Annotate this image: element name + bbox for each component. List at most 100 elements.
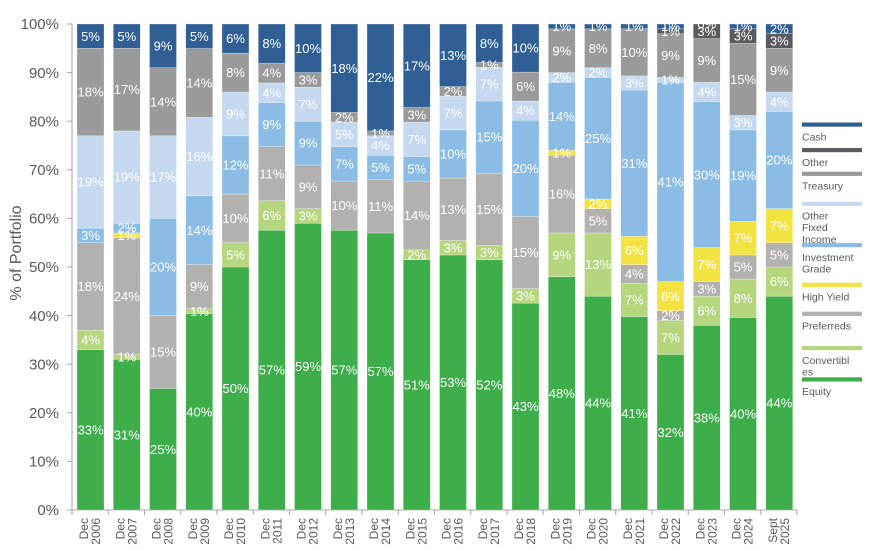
- x-tick-label-dec-2012-line2: 2012: [307, 518, 321, 545]
- data-label-other-fixed-income-dec-2023: 4%: [697, 85, 716, 100]
- data-label-cash-dec-2020: 1%: [589, 19, 608, 34]
- data-label-preferreds-dec-2024: 5%: [734, 260, 753, 275]
- data-label-investment-grade-dec-2010: 12%: [222, 158, 248, 173]
- data-label-preferreds-dec-2011: 11%: [259, 166, 284, 181]
- data-label-investment-grade-dec-2016: 10%: [440, 147, 466, 162]
- data-label-equity-dec-2008: 25%: [150, 442, 176, 457]
- legend-item-other: Other: [802, 148, 862, 169]
- data-label-convertibles-dec-2016: 3%: [444, 240, 463, 255]
- bar-cash-dec-2012: [294, 23, 322, 73]
- legend-label-cash: Cash: [802, 131, 827, 143]
- bar-equity-dec-2016: [439, 254, 467, 511]
- data-label-preferreds-sept-2025: 5%: [770, 247, 789, 262]
- data-label-convertibles-dec-2024: 8%: [734, 291, 753, 306]
- bar-investment-grade-dec-2022: [656, 82, 685, 282]
- data-label-treasury-sept-2025: 9%: [770, 63, 789, 78]
- x-tick-label-dec-2019-line1: Dec: [548, 518, 562, 539]
- legend-swatch-cash: [802, 122, 862, 127]
- bar-convertibles-dec-2021: [620, 283, 648, 317]
- data-label-cash-dec-2009: 5%: [190, 29, 209, 44]
- bar-cash-dec-2019: [548, 23, 576, 30]
- data-label-treasury-dec-2008: 14%: [150, 94, 176, 109]
- data-label-cash-dec-2017: 8%: [480, 36, 499, 51]
- x-tick-label-dec-2015-line1: Dec: [403, 518, 417, 539]
- bar-investment-grade-dec-2015: [403, 156, 431, 182]
- data-label-cash-dec-2016: 13%: [440, 48, 466, 63]
- bar-cash-dec-2021: [620, 23, 648, 29]
- bar-equity-dec-2024: [729, 317, 757, 511]
- y-tick-label-10: 10%: [29, 454, 59, 471]
- bar-equity-dec-2014: [366, 232, 395, 511]
- bar-cash-dec-2017: [475, 23, 503, 63]
- data-label-convertibles-dec-2018: 3%: [516, 288, 535, 303]
- bar-preferreds-dec-2019: [548, 154, 576, 234]
- legend-item-high-yield: High Yield: [802, 282, 862, 304]
- bar-treasury-sept-2025: [765, 48, 793, 93]
- data-label-other-fixed-income-dec-2016: 7%: [444, 106, 463, 121]
- bar-preferreds-dec-2006: [76, 242, 105, 331]
- data-label-cash-dec-2011: 8%: [262, 36, 281, 51]
- legend-swatch-preferreds: [802, 311, 862, 316]
- bar-other-fixed-income-dec-2015: [403, 121, 431, 157]
- data-label-cash-dec-2013: 18%: [331, 61, 357, 76]
- data-label-other-sept-2025: 3%: [770, 34, 789, 49]
- data-label-treasury-dec-2021: 10%: [621, 45, 647, 60]
- x-tick-label-dec-2006-line1: Dec: [77, 518, 91, 539]
- data-label-equity-dec-2009: 40%: [186, 404, 212, 419]
- bar-investment-grade-dec-2016: [439, 129, 467, 179]
- bar-cash-dec-2008: [149, 23, 177, 68]
- x-tick-label-dec-2023-line2: 2023: [705, 518, 719, 545]
- data-label-other-fixed-income-dec-2013: 5%: [335, 127, 354, 142]
- data-label-preferreds-dec-2017: 15%: [476, 202, 502, 217]
- axes: 0%10%20%30%40%50%60%70%80%90%100%Dec2006…: [21, 16, 798, 545]
- bar-cash-dec-2022: [656, 23, 685, 30]
- x-tick-label-dec-2022-line1: Dec: [657, 518, 671, 539]
- legend-swatch-high-yield: [802, 282, 862, 287]
- legend-label-preferreds: Preferreds: [802, 321, 851, 333]
- x-tick-label-dec-2009-line1: Dec: [186, 518, 200, 539]
- bar-investment-grade-dec-2019: [548, 82, 576, 151]
- y-tick-label-30: 30%: [29, 356, 59, 373]
- bar-investment-grade-sept-2025: [765, 111, 793, 209]
- data-label-equity-dec-2021: 41%: [621, 406, 647, 421]
- data-label-cash-dec-2014: 22%: [367, 70, 393, 85]
- data-label-other-fixed-income-dec-2012: 7%: [299, 97, 318, 112]
- bar-cash-dec-2015: [403, 23, 431, 108]
- data-label-other-dec-2024: 3%: [734, 29, 753, 44]
- data-label-cash-dec-2024: 1%: [734, 19, 753, 34]
- legend-label-other: Other: [802, 157, 829, 169]
- data-label-convertibles-dec-2017: 3%: [480, 245, 499, 260]
- data-label-treasury-dec-2006: 18%: [77, 85, 103, 100]
- y-tick-label-40: 40%: [29, 308, 59, 325]
- bar-cash-dec-2006: [76, 23, 105, 49]
- x-tick-label-dec-2018-line1: Dec: [512, 518, 526, 539]
- legend-label-other-fixed-income-line2: Fixed: [802, 222, 828, 234]
- legend-label-investment-grade-line1: Investment: [802, 252, 853, 264]
- data-label-equity-dec-2015: 51%: [404, 377, 430, 392]
- data-label-high-yield-dec-2007: 1%: [117, 228, 136, 243]
- data-label-treasury-dec-2024: 15%: [730, 72, 756, 87]
- bar-treasury-dec-2024: [729, 42, 757, 116]
- data-label-treasury-dec-2014: 1%: [371, 126, 390, 141]
- bar-equity-dec-2018: [511, 302, 540, 511]
- data-label-equity-dec-2007: 31%: [114, 427, 140, 442]
- bar-high-yield-dec-2022: [656, 281, 685, 311]
- bar-other-fixed-income-dec-2007: [113, 130, 141, 224]
- data-label-treasury-dec-2013: 2%: [335, 110, 354, 125]
- legend-item-treasury: Treasury: [802, 171, 862, 193]
- legend-swatch-convertibles: [802, 346, 862, 351]
- data-label-treasury-dec-2020: 8%: [589, 41, 608, 56]
- data-label-preferreds-dec-2009: 9%: [190, 279, 209, 294]
- x-tick-label-dec-2022-line2: 2022: [669, 518, 683, 545]
- data-label-convertibles-dec-2012: 3%: [299, 209, 318, 224]
- bar-cash-dec-2010: [221, 23, 250, 54]
- y-axis-title: % of Portfolio: [8, 205, 25, 300]
- data-label-cash-dec-2010: 6%: [226, 31, 245, 46]
- legend-label-other-fixed-income-line3: Income: [802, 234, 837, 246]
- x-tick-label-dec-2017-line2: 2017: [488, 518, 502, 545]
- data-label-other-fixed-income-dec-2008: 17%: [150, 170, 176, 185]
- bar-treasury-dec-2010: [221, 52, 250, 93]
- data-label-preferreds-dec-2016: 13%: [440, 202, 466, 217]
